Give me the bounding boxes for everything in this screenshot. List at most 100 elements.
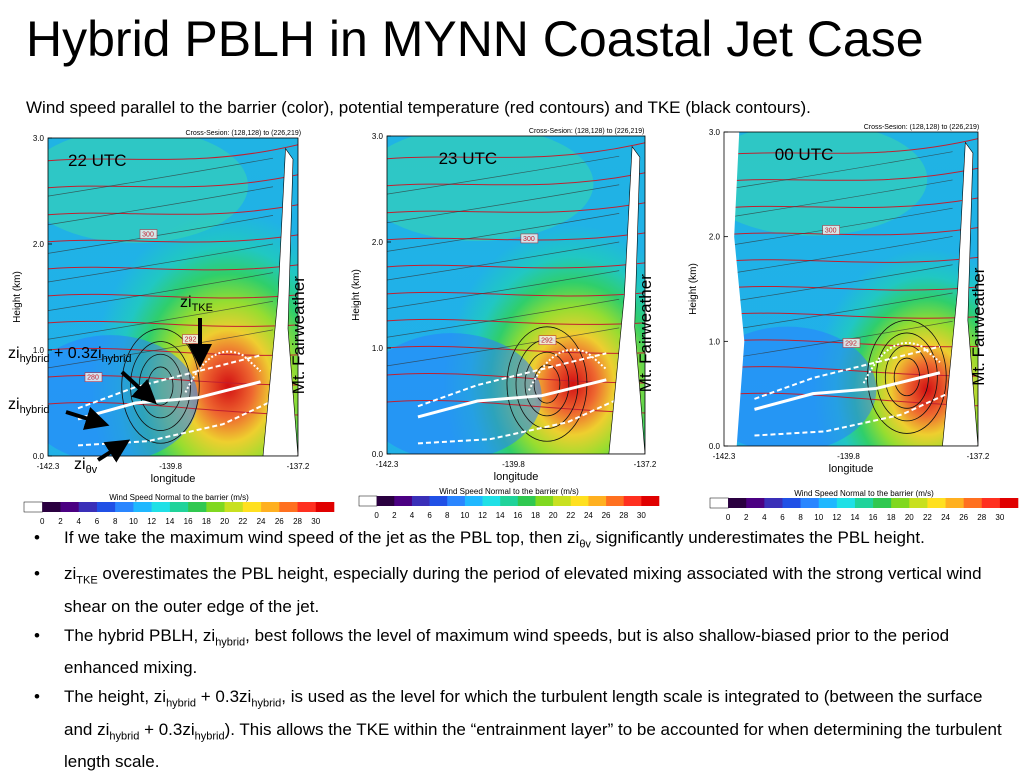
colorbar-segment <box>261 502 280 512</box>
colorbar-segment <box>151 502 171 512</box>
panel-time-label: 00 UTC <box>775 145 834 164</box>
colorbar-segment <box>23 501 43 513</box>
colorbar-segment <box>482 496 501 506</box>
zi-thetav-line <box>754 392 948 437</box>
colorbar-segment <box>429 496 448 506</box>
tke-contour-upper <box>387 241 620 281</box>
x-axis-label: longitude <box>494 471 539 483</box>
plot-frame <box>723 131 979 447</box>
contour-label-box <box>520 233 539 244</box>
colorbar-tick-label: 14 <box>850 513 859 522</box>
colorbar-segment <box>606 496 625 506</box>
slide-title: Hybrid PBLH in MYNN Coastal Jet Case <box>26 11 924 67</box>
colorbar-tick-label: 22 <box>238 517 247 524</box>
colorbar-tick-label: 0 <box>374 511 379 520</box>
theta-contour <box>724 197 978 209</box>
tke-contour <box>533 364 561 404</box>
missing-data-region <box>724 132 745 446</box>
colorbar-segment <box>358 495 378 507</box>
colorbar-segment <box>981 498 1001 508</box>
contour-label: 292 <box>845 341 857 348</box>
plot-area <box>387 136 645 454</box>
theta-contour <box>387 142 645 160</box>
colorbar-segment <box>782 498 801 508</box>
colorbar-segment <box>891 498 910 508</box>
colorbar-segment <box>927 498 946 508</box>
terrain-label: Mt. Fairweather <box>289 276 308 394</box>
colorbar-tick-label: 22 <box>566 511 575 520</box>
colorbar-segment <box>517 496 536 506</box>
cross-section-label: Cross-Sesion: (128,128) to (226,219) <box>864 124 980 131</box>
bullet-2: ziTKE overestimates the PBL height, espe… <box>34 561 1009 618</box>
zi-tke-line <box>184 350 262 393</box>
contour-label: 280 <box>87 375 99 382</box>
zi-hybrid-plus-annotation: zihybrid + 0.3zihybrid <box>8 345 132 366</box>
theta-contour <box>724 312 978 319</box>
colorbar-segment <box>376 496 395 506</box>
tke-contour-upper <box>724 151 953 191</box>
chart-svg: Cross-Sesion: (128,128) to (226,219) 0.0 1… <box>351 128 660 520</box>
colorbar-tick-label: 22 <box>923 513 932 522</box>
theta-contour <box>48 144 298 162</box>
colorbar-tick-label: 2 <box>392 511 397 520</box>
colorbar-segment <box>464 496 483 506</box>
colorbar-tick-label: 8 <box>113 517 118 524</box>
colorbar-title: Wind Speed Normal to the barrier (m/s) <box>439 487 579 496</box>
colorbar-tick-label: 20 <box>549 511 558 520</box>
colorbar-tick-label: 30 <box>637 511 646 520</box>
bullet-4: The height, zihybrid + 0.3zihybrid, is u… <box>34 684 1009 774</box>
theta-contour <box>48 204 298 216</box>
contour-label-box <box>538 335 557 345</box>
theta-contour <box>48 320 298 327</box>
tke-contour-upper <box>724 236 953 275</box>
colorbar-tick-label: 28 <box>977 513 986 522</box>
colorbar-tick-label: 18 <box>531 511 540 520</box>
colorbar-segment <box>818 498 838 508</box>
contour-label-box <box>139 229 158 239</box>
terrain-label: Mt. Fairweather <box>636 274 655 392</box>
colorbar-tick-label: 4 <box>410 511 415 520</box>
cross-section-label: Cross-Sesion: (128,128) to (226,219) <box>186 130 302 137</box>
colorbar-tick-label: 2 <box>744 513 749 522</box>
y-tick-label: 0.0 <box>709 442 721 451</box>
y-tick-label: 2.0 <box>33 240 45 249</box>
colorbar-segment <box>588 496 607 506</box>
colorbar-tick-label: 28 <box>293 517 302 524</box>
colorbar-tick-label: 10 <box>460 511 469 520</box>
colorbar-tick-label: 20 <box>905 513 914 522</box>
x-tick-label: -142.3 <box>37 462 60 471</box>
bullet-list: If we take the maximum wind speed of the… <box>34 525 1009 778</box>
terrain-label: Mt. Fairweather <box>969 267 988 385</box>
tke-contour <box>876 332 938 422</box>
colorbar-segment <box>297 502 317 512</box>
tke-contour-upper <box>48 186 274 226</box>
colorbar-tick-label: 28 <box>619 511 628 520</box>
tke-contour-upper <box>724 292 953 332</box>
colorbar-tick-label: 0 <box>726 513 731 522</box>
tke-contour-upper <box>48 243 274 283</box>
theta-contour <box>387 172 645 187</box>
zi-tke-line <box>862 342 941 384</box>
colorbar-tick-label: 2 <box>58 517 63 524</box>
theta-contour <box>48 264 298 271</box>
colorbar-tick-label: 24 <box>257 517 266 524</box>
contour-label: 300 <box>825 227 837 234</box>
tke-contour-upper <box>724 264 953 304</box>
theta-contour <box>48 293 298 299</box>
tke-contour-upper <box>387 155 620 195</box>
colorbar-segment <box>60 502 80 512</box>
contour-label-box <box>84 372 103 382</box>
colorbar-segment <box>96 502 116 512</box>
colorbar-tick-label: 26 <box>959 513 968 522</box>
colorbar-tick-label: 26 <box>275 517 284 524</box>
low-wind-region <box>387 333 542 454</box>
theta-contour <box>387 232 645 241</box>
theta-contour <box>387 372 645 384</box>
colorbar-title: Wind Speed Normal to the barrier (m/s) <box>794 489 934 498</box>
contour-label-box <box>822 225 840 235</box>
colorbar-segment <box>641 496 660 506</box>
colorbar-segment <box>909 498 928 508</box>
colorbar-tick-label: 18 <box>887 513 896 522</box>
y-tick-label: 2.0 <box>372 238 384 247</box>
theta-contour <box>724 138 978 156</box>
